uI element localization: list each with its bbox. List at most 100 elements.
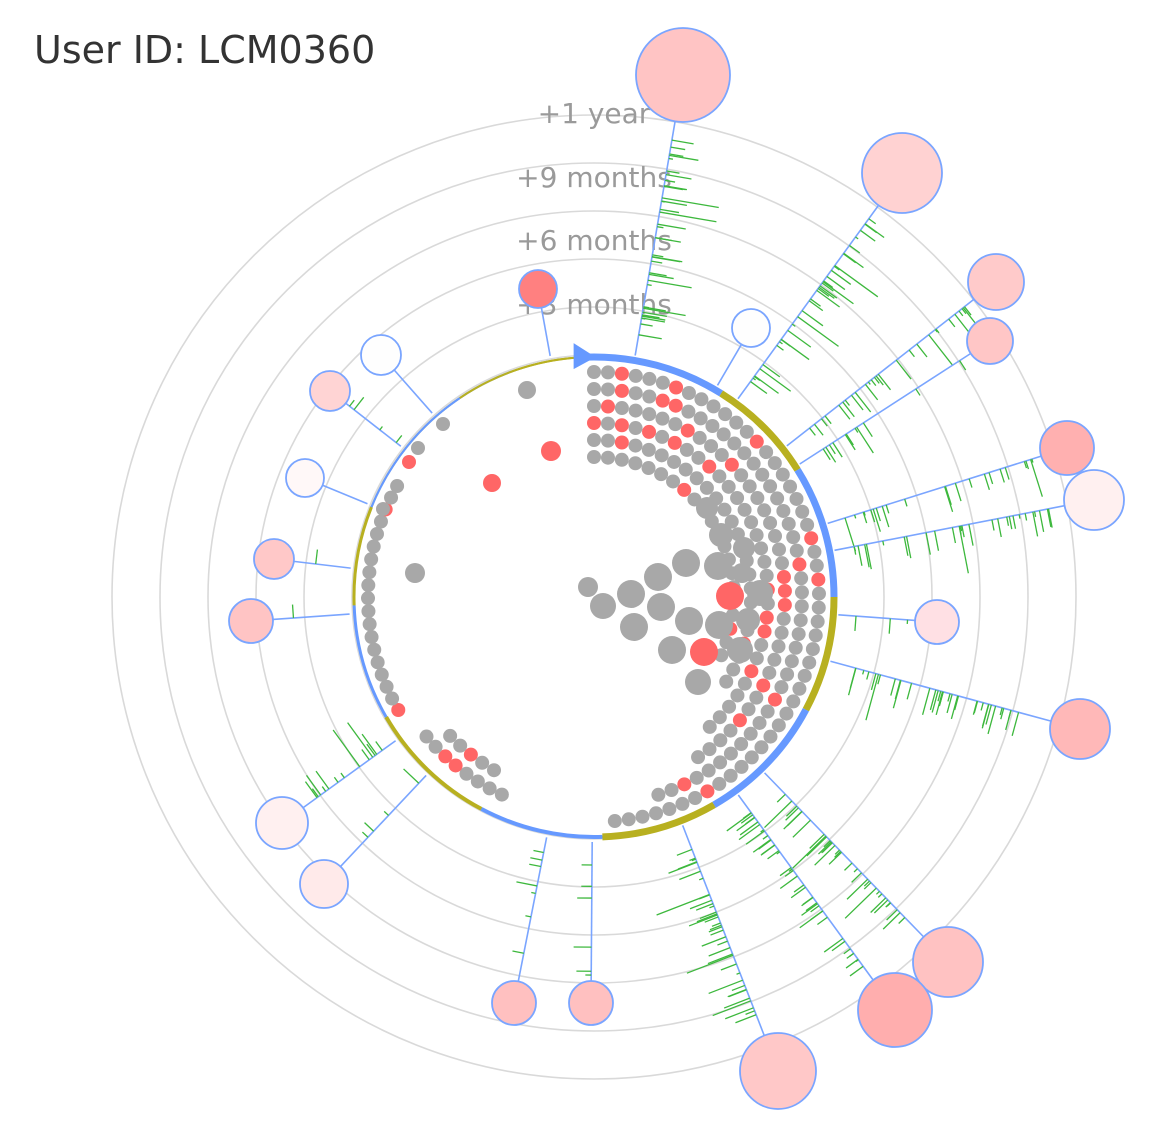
spike-0-17 — [641, 317, 666, 323]
outer-node-2[interactable] — [967, 253, 1025, 311]
status-arc-10 — [370, 397, 461, 508]
outer-node-21[interactable] — [731, 308, 771, 348]
spike-7-27 — [950, 695, 959, 720]
inner-dot-212 — [364, 630, 379, 645]
outer-node-5[interactable] — [1063, 469, 1125, 531]
spike-7-20 — [894, 680, 902, 700]
spike-2-22 — [928, 334, 953, 366]
spike-5-20 — [951, 527, 957, 544]
spike-9-35 — [779, 875, 798, 890]
inner-dot-24 — [811, 572, 826, 587]
spike-7-7 — [870, 673, 877, 691]
spike-16-0 — [315, 549, 319, 565]
spike-8-14 — [828, 851, 842, 865]
outer-node-10[interactable] — [739, 1032, 817, 1110]
inner-dot-104 — [724, 457, 739, 472]
outer-nodes[interactable] — [228, 27, 1125, 1110]
inner-dot-40 — [723, 768, 738, 783]
inner-dot-76 — [791, 627, 806, 642]
inner-dot-32 — [792, 681, 807, 696]
spike-1-11 — [791, 323, 796, 327]
spike-2-12 — [838, 404, 851, 420]
status-arc-1 — [719, 390, 801, 472]
outer-node-9[interactable] — [857, 972, 933, 1048]
spike-1-7 — [855, 236, 859, 240]
spike-5-23 — [857, 545, 863, 566]
outer-node-11[interactable] — [568, 980, 614, 1026]
spike-14-11 — [305, 774, 322, 796]
spike-3-8 — [832, 442, 843, 458]
outer-node-20[interactable] — [518, 269, 558, 309]
inner-dot-261 — [747, 580, 773, 606]
inner-dot-248 — [617, 580, 645, 608]
spike-2-3 — [934, 329, 938, 333]
spike-4-15 — [954, 482, 962, 502]
spike-7-33 — [937, 691, 942, 702]
inner-dot-228 — [459, 766, 474, 781]
inner-dot-45 — [662, 802, 677, 816]
inner-dot-126 — [713, 733, 728, 748]
spike-4-6 — [875, 507, 881, 522]
inner-dot-223 — [384, 490, 399, 505]
inner-dot-141 — [730, 490, 745, 505]
outer-node-13[interactable] — [299, 859, 349, 909]
inner-dot-161 — [600, 433, 615, 448]
inner-dot-145 — [754, 541, 769, 556]
inner-dot-258 — [690, 638, 718, 666]
outer-node-0[interactable] — [635, 27, 731, 123]
time-ring-2 — [255, 258, 933, 936]
outer-node-12[interactable] — [491, 980, 537, 1026]
outer-node-14[interactable] — [255, 796, 309, 850]
outer-node-4[interactable] — [1039, 420, 1095, 476]
inner-dot-22 — [807, 544, 822, 559]
inner-dot-52 — [614, 383, 629, 398]
spike-9-31 — [742, 812, 752, 819]
status-arcs — [352, 343, 838, 841]
inner-dot-95 — [614, 401, 629, 416]
inner-dot-238 — [518, 381, 536, 399]
outer-node-17[interactable] — [285, 458, 325, 498]
inner-dot-60 — [716, 427, 731, 442]
inner-dot-253 — [620, 613, 648, 641]
outer-node-1[interactable] — [861, 132, 943, 214]
outer-node-19[interactable] — [360, 334, 402, 376]
outer-node-15[interactable] — [228, 598, 274, 644]
inner-dot-242 — [411, 441, 425, 455]
spike-5-15 — [1032, 511, 1039, 537]
spike-8-32 — [885, 902, 891, 908]
spike-8-5 — [823, 840, 831, 848]
inner-dot-155 — [737, 676, 752, 691]
spike-10-27 — [707, 953, 733, 965]
spike-10-16 — [688, 914, 718, 927]
inner-dot-35 — [771, 718, 786, 733]
spike-1-26 — [776, 344, 784, 351]
inner-dot-117 — [774, 625, 789, 640]
spike-8-28 — [853, 868, 858, 873]
spike-0-6 — [659, 211, 717, 223]
spike-7-9 — [906, 683, 913, 700]
outer-node-8[interactable] — [912, 926, 984, 998]
inner-dot-247 — [590, 593, 616, 619]
inner-dot-190 — [654, 467, 669, 482]
ring-label-2: +9 months — [516, 161, 672, 194]
spike-5-22 — [1046, 508, 1052, 528]
spike-1-24 — [834, 265, 879, 298]
spike-7-17 — [947, 693, 951, 702]
inner-dot-209 — [374, 667, 389, 682]
outer-node-18[interactable] — [309, 370, 351, 412]
outer-node-7[interactable] — [1049, 698, 1111, 760]
spike-10-4 — [736, 972, 741, 975]
outer-node-16[interactable] — [253, 538, 295, 580]
inner-dot-37 — [754, 740, 769, 755]
inner-dot-235 — [463, 747, 478, 762]
outer-node-6[interactable] — [914, 599, 960, 645]
spike-7-19 — [866, 671, 870, 680]
inner-dot-225 — [494, 787, 509, 802]
inner-dot-34 — [779, 706, 794, 721]
inner-dot-30 — [802, 655, 817, 670]
spike-5-25 — [1033, 511, 1037, 518]
spike-2-6 — [864, 383, 879, 401]
outer-node-3[interactable] — [966, 317, 1014, 365]
inner-dot-97 — [642, 407, 657, 422]
spike-0-3 — [648, 273, 674, 280]
